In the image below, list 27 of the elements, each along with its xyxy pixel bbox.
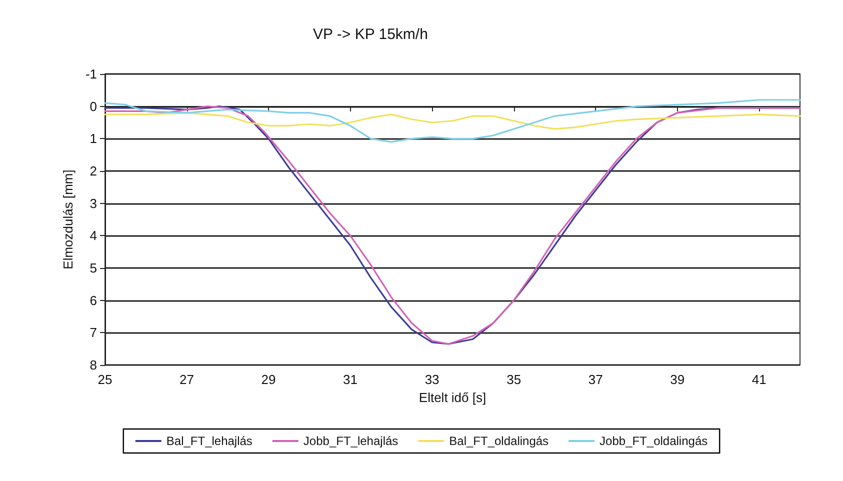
y-tick-label: 3 (90, 196, 97, 211)
x-tick-label: 39 (670, 372, 685, 387)
x-tick-label: 33 (424, 372, 440, 387)
y-tick-label: 8 (90, 358, 97, 372)
x-tick-label: 25 (98, 372, 112, 387)
legend-label: Bal_FT_oldalingás (449, 434, 549, 448)
y-tick-label: 4 (90, 228, 97, 244)
y-tick-label: 0 (90, 98, 97, 114)
x-tick-label: 29 (261, 372, 276, 387)
x-tick-label: 37 (588, 372, 603, 387)
legend-label: Jobb_FT_lehajlás (303, 434, 398, 448)
y-tick-label: -1 (85, 66, 97, 82)
y-tick-label: 7 (90, 325, 97, 340)
chart-title: VP -> KP 15km/h (313, 26, 428, 43)
y-tick-label: 5 (90, 260, 97, 276)
y-tick-label: 2 (90, 164, 97, 178)
line-series (104, 112, 801, 130)
x-tick-label: 31 (343, 372, 358, 387)
x-tick-label: 27 (180, 372, 194, 387)
legend-label: Bal_FT_lehajlás (166, 434, 252, 448)
y-tick-label: 1 (90, 131, 97, 146)
x-tick-label: 35 (506, 372, 522, 387)
legend-label: Jobb_FT_oldalingás (600, 434, 708, 448)
x-axis-title: Eltelt idő [s] (418, 390, 486, 405)
x-tick-label: 41 (752, 372, 766, 387)
y-axis-title: Elmozdulás [mm] (60, 170, 76, 270)
y-tick-label: 6 (90, 292, 97, 308)
